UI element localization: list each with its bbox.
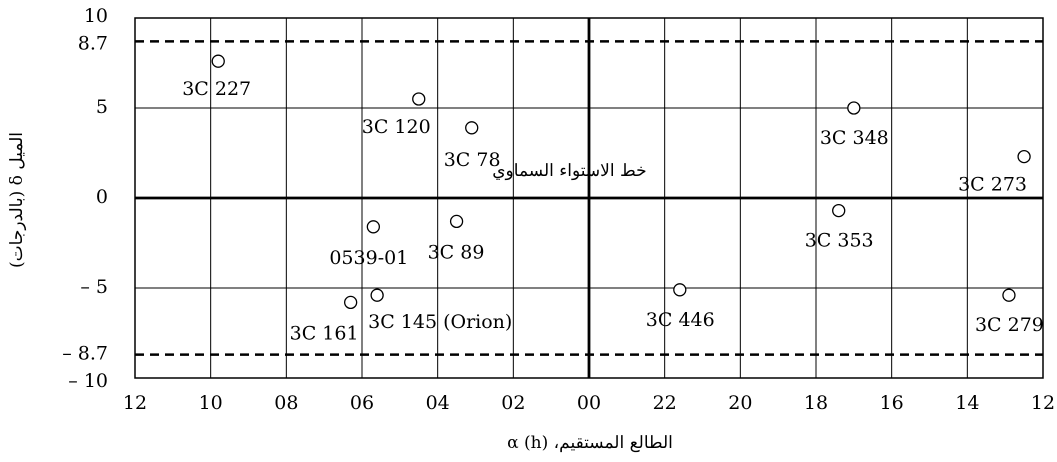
x-tick-label: 10: [199, 392, 223, 414]
point-label: 3C 78: [444, 149, 501, 171]
x-tick-label: 14: [955, 392, 979, 414]
x-tick-label: 12: [1031, 392, 1055, 414]
point-label: 0539-01: [329, 247, 408, 269]
point-label: 3C 227: [182, 78, 251, 100]
data-points: 3C 227 3C 120 3C 78 3C 348 3C 273 0539-01 3C 8…: [182, 54, 1044, 344]
y-tick-labels: 10 8.7 5 0 – 5 – 8.7 – 10: [62, 5, 108, 392]
y-tick-label: 10: [84, 5, 108, 27]
axis-zero-lines: [135, 18, 1043, 378]
y-axis-title: الميل δ (بالدرجات): [7, 132, 27, 268]
data-point: [366, 220, 381, 234]
x-tick-label: 04: [426, 392, 450, 414]
data-point: [1017, 149, 1031, 164]
point-label: 3C 89: [428, 241, 485, 263]
y-tick-label: – 10: [68, 370, 108, 392]
y-tick-label: 0: [96, 186, 108, 208]
x-tick-label: 02: [501, 392, 525, 414]
data-point: [211, 54, 225, 68]
x-tick-label: 22: [653, 392, 677, 414]
data-point: [343, 295, 358, 310]
data-point: [465, 121, 479, 135]
point-label: 3C 353: [805, 230, 874, 252]
x-tick-label: 12: [123, 392, 147, 414]
x-tick-label: 20: [728, 392, 752, 414]
data-point: [412, 92, 426, 106]
plot-frame: [134, 17, 1044, 379]
data-point: [832, 203, 846, 218]
x-tick-label: 06: [350, 392, 374, 414]
point-label: 3C 348: [820, 127, 889, 149]
x-tick-label: 18: [804, 392, 828, 414]
y-tick-label: – 5: [80, 276, 108, 298]
y-tick-label: 5: [96, 96, 108, 118]
y-tick-label: 8.7: [78, 32, 108, 54]
point-label: 3C 120: [362, 116, 431, 138]
data-point: [449, 214, 464, 229]
point-label: 3C 161: [290, 322, 359, 344]
point-label: 3C 145 (Orion): [368, 311, 512, 333]
data-point: [1002, 288, 1016, 302]
x-tick-label: 16: [880, 392, 904, 414]
data-point: [370, 288, 384, 302]
x-axis-title: الطالع المستقيم، α (h): [507, 433, 673, 453]
point-label: 3C 273: [958, 174, 1027, 196]
data-point: [847, 101, 861, 115]
celestial-equator-label: خط الاستواء السماوي: [492, 161, 646, 181]
x-tick-label: 08: [274, 392, 298, 414]
x-tick-labels: 12 10 08 06 04 02 00 22 20 18 16 14 12: [123, 392, 1055, 414]
y-tick-label: – 8.7: [62, 343, 108, 365]
data-point: [673, 283, 687, 297]
x-tick-label: 00: [577, 392, 601, 414]
point-label: 3C 446: [646, 309, 715, 331]
point-label: 3C 279: [975, 314, 1044, 336]
